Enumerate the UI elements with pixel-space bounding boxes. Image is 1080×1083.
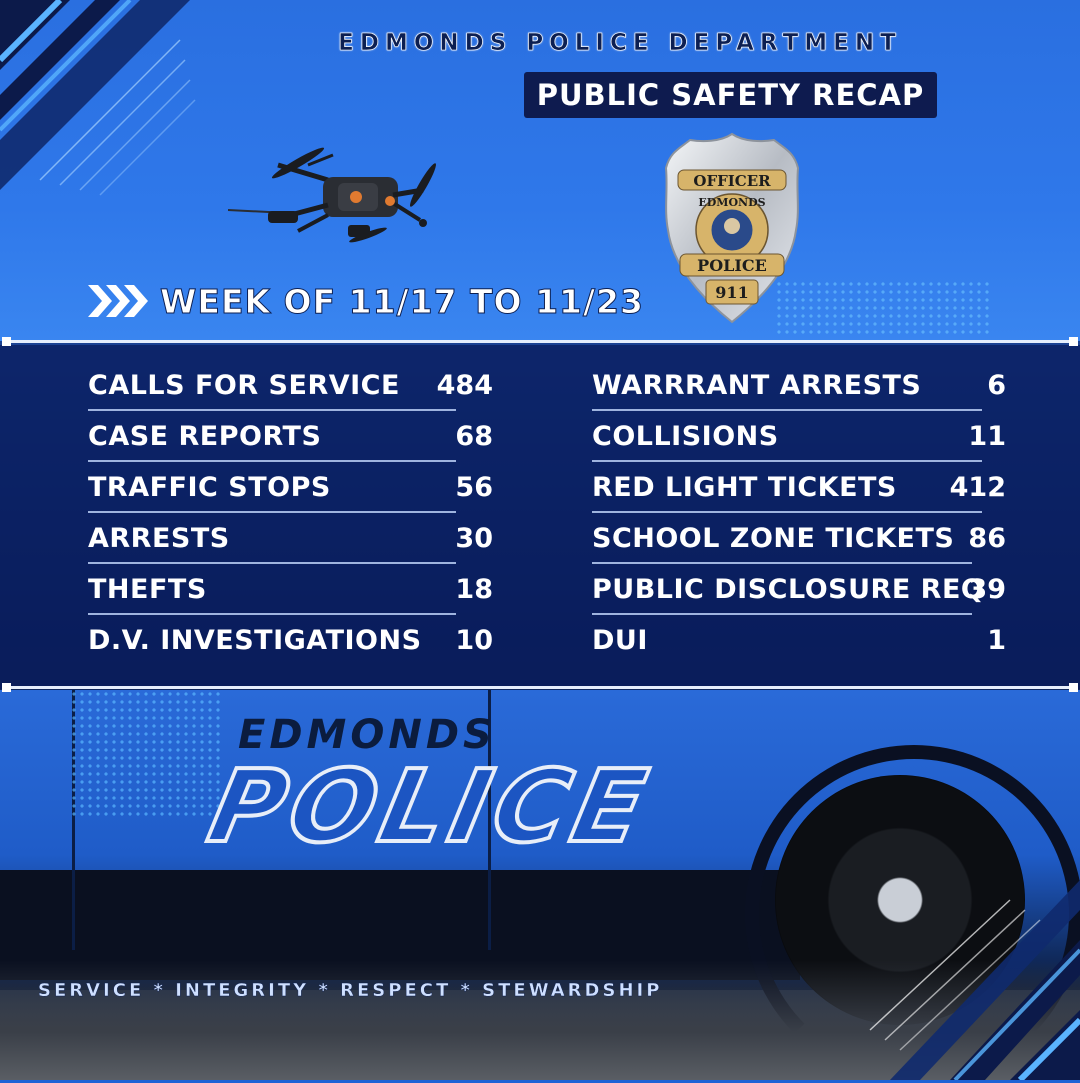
officer-badge-image: OFFICER EDMONDS POLICE 911 <box>664 132 800 324</box>
badge-number: 911 <box>715 283 748 302</box>
stat-label: ARRESTS <box>88 523 230 554</box>
stat-value: 6 <box>987 370 1006 401</box>
badge-text-police: POLICE <box>697 256 767 275</box>
stripes-decoration-bottom-right <box>869 880 1080 1080</box>
stat-value: 86 <box>968 523 1006 554</box>
stat-label: THEFTS <box>88 574 207 605</box>
stat-label: D.V. INVESTIGATIONS <box>88 625 422 656</box>
row-divider <box>592 409 982 411</box>
stat-label: DUI <box>592 625 648 656</box>
stats-column-right: WARRRANT ARRESTS 6 COLLISIONS 11 RED LIG… <box>592 365 1006 671</box>
car-door-seam <box>72 690 75 950</box>
stat-row: SCHOOL ZONE TICKETS 86 <box>592 518 1006 569</box>
stat-label: COLLISIONS <box>592 421 779 452</box>
stat-label: WARRRANT ARRESTS <box>592 370 922 401</box>
stat-value: 10 <box>455 625 493 656</box>
stat-value: 18 <box>455 574 493 605</box>
row-divider <box>592 460 982 462</box>
drone-image <box>228 147 436 243</box>
stat-row: CASE REPORTS 68 <box>88 416 493 467</box>
stat-value: 30 <box>455 523 493 554</box>
halftone-dots-decoration <box>70 690 220 820</box>
recap-title: PUBLIC SAFETY RECAP <box>536 78 925 112</box>
stat-row: DUI 1 <box>592 620 1006 671</box>
stat-value: 11 <box>968 421 1006 452</box>
stat-label: CALLS FOR SERVICE <box>88 370 400 401</box>
row-divider <box>592 511 982 513</box>
stat-label: PUBLIC DISCLOSURE REQ <box>592 574 985 605</box>
corner-marker <box>2 683 11 692</box>
stat-value: 56 <box>455 472 493 503</box>
corner-marker <box>2 337 11 346</box>
week-heading: WEEK OF 11/17 TO 11/23 <box>88 278 644 324</box>
stat-row: ARRESTS 30 <box>88 518 493 569</box>
stat-value: 68 <box>455 421 493 452</box>
row-divider <box>88 613 456 615</box>
row-divider <box>88 460 456 462</box>
stat-row: COLLISIONS 11 <box>592 416 1006 467</box>
stat-row: D.V. INVESTIGATIONS 10 <box>88 620 493 671</box>
stats-panel <box>0 341 1080 689</box>
row-divider <box>88 511 456 513</box>
badge-text-edmonds: EDMONDS <box>698 196 765 209</box>
chevrons-right-icon <box>88 285 148 317</box>
car-decal-edmonds: EDMONDS <box>238 712 496 758</box>
panel-top-border <box>6 340 1074 343</box>
department-name: EDMONDS POLICE DEPARTMENT <box>338 30 902 57</box>
row-divider <box>88 409 456 411</box>
row-divider <box>592 562 972 564</box>
stat-row: CALLS FOR SERVICE 484 <box>88 365 493 416</box>
motto-footer: SERVICE * INTEGRITY * RESPECT * STEWARDS… <box>38 980 663 1001</box>
stat-value: 484 <box>436 370 493 401</box>
stats-column-left: CALLS FOR SERVICE 484 CASE REPORTS 68 TR… <box>88 365 493 671</box>
badge-text-officer: OFFICER <box>693 172 771 190</box>
stat-row: PUBLIC DISCLOSURE REQ 39 <box>592 569 1006 620</box>
row-divider <box>88 562 456 564</box>
stat-value: 39 <box>968 574 1006 605</box>
week-label: WEEK OF 11/17 TO 11/23 <box>160 281 644 321</box>
stat-row: TRAFFIC STOPS 56 <box>88 467 493 518</box>
pavement-background <box>0 960 1080 1080</box>
halftone-dots-decoration <box>775 280 990 335</box>
stat-label: RED LIGHT TICKETS <box>592 472 897 503</box>
stat-row: THEFTS 18 <box>88 569 493 620</box>
stat-row: WARRRANT ARRESTS 6 <box>592 365 1006 416</box>
stat-row: RED LIGHT TICKETS 412 <box>592 467 1006 518</box>
stripes-decoration-top-left <box>0 0 196 196</box>
stat-label: SCHOOL ZONE TICKETS <box>592 523 955 554</box>
recap-banner: PUBLIC SAFETY RECAP <box>524 72 937 118</box>
car-door-seam <box>488 690 491 950</box>
car-decal-police: POLICE <box>198 746 664 867</box>
stat-value: 1 <box>987 625 1006 656</box>
stat-label: CASE REPORTS <box>88 421 322 452</box>
row-divider <box>592 613 972 615</box>
corner-marker <box>1069 337 1078 346</box>
stat-value: 412 <box>949 472 1006 503</box>
corner-marker <box>1069 683 1078 692</box>
panel-bottom-border <box>6 686 1074 689</box>
stat-label: TRAFFIC STOPS <box>88 472 331 503</box>
